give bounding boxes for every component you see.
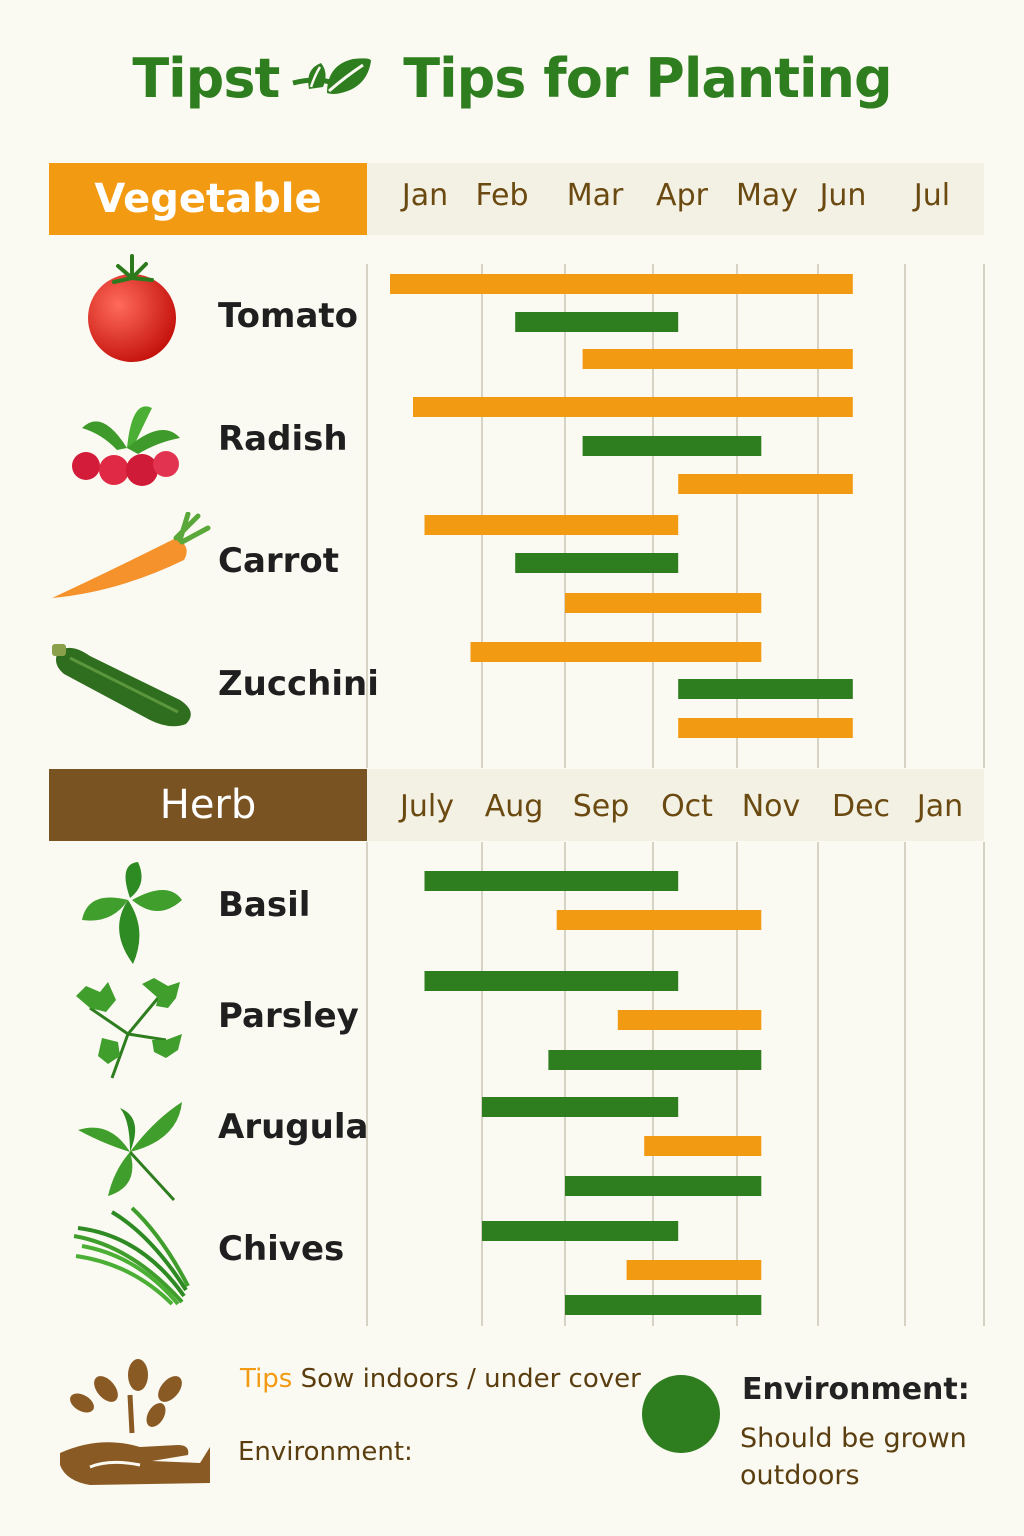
month-label: Jun <box>819 178 867 213</box>
carrot-icon <box>52 512 211 598</box>
month-label: Jan <box>401 178 449 213</box>
plant-label-parsley: Parsley <box>218 996 359 1036</box>
legend-outdoors-swatch <box>642 1375 720 1453</box>
leaf-icon <box>292 58 372 94</box>
plant-label-zucchini: Zucchini <box>218 664 379 704</box>
gantt-bar-zucchini-2 <box>678 679 853 699</box>
legend-tips-word: Tips <box>240 1364 293 1394</box>
gantt-bar-basil-1 <box>424 871 679 891</box>
gantt-bar-tomato-1 <box>390 274 853 294</box>
gantt-bar-tomato-2 <box>515 312 679 332</box>
gantt-bar-zucchini-1 <box>470 642 762 662</box>
month-label: Dec <box>831 789 891 824</box>
legend-indoors-label: Tips Sow indoors / under cover <box>240 1364 641 1394</box>
plant-label-basil: Basil <box>218 885 311 925</box>
chives-icon <box>73 1206 190 1306</box>
gantt-bar-zucchini-3 <box>678 718 853 738</box>
gantt-bar-radish-1 <box>413 397 853 417</box>
gantt-bar-chives-2 <box>626 1260 762 1280</box>
tomato-icon <box>88 254 176 362</box>
legend-environment-label: Environment: <box>238 1437 413 1467</box>
gantt-bar-tomato-3 <box>582 349 853 369</box>
month-label: Aug <box>484 789 544 824</box>
month-label: Jul <box>913 178 951 213</box>
vegetable-section-header: Vegetable <box>49 163 367 235</box>
title-prefix: Tipst <box>132 46 280 110</box>
radish-icon <box>72 406 180 486</box>
month-label: Oct <box>661 789 713 824</box>
parsley-icon <box>76 978 182 1079</box>
month-label: July <box>400 789 454 824</box>
herb-section-header: Herb <box>49 769 367 841</box>
gantt-bar-radish-2 <box>582 436 762 456</box>
month-label: Mar <box>566 178 624 213</box>
month-label: Sep <box>572 789 630 824</box>
title-main: Tips for Planting <box>403 46 892 110</box>
gantt-bar-chives-3 <box>565 1295 762 1315</box>
zucchini-icon <box>52 644 191 727</box>
gantt-bar-carrot-2 <box>515 553 679 573</box>
plant-label-radish: Radish <box>218 419 348 459</box>
plant-label-tomato: Tomato <box>218 296 359 336</box>
gantt-bar-arugula-3 <box>565 1176 762 1196</box>
gantt-bar-basil-2 <box>556 910 762 930</box>
legend-outdoors-description: Should be grown outdoors <box>740 1423 967 1491</box>
vegetable-month-header <box>367 163 984 235</box>
gantt-bar-chives-1 <box>482 1221 679 1241</box>
month-label: May <box>735 178 799 213</box>
hand-seedling-icon <box>60 1359 210 1485</box>
gantt-bar-parsley-3 <box>548 1050 762 1070</box>
month-label: Nov <box>741 789 801 824</box>
gantt-bar-arugula-2 <box>644 1136 762 1156</box>
plant-label-arugula: Arugula <box>218 1107 369 1147</box>
gantt-bar-arugula-1 <box>482 1097 679 1117</box>
basil-icon <box>82 862 182 964</box>
plant-label-chives: Chives <box>218 1229 345 1269</box>
month-label: Apr <box>656 178 708 213</box>
gantt-bar-carrot-3 <box>565 593 762 613</box>
gantt-bar-parsley-2 <box>617 1010 762 1030</box>
herb-month-header <box>367 769 984 841</box>
legend-tips-text: Sow indoors / under cover <box>292 1364 641 1394</box>
month-label: Feb <box>475 178 529 213</box>
month-label: Jan <box>916 789 964 824</box>
gantt-bar-parsley-1 <box>424 971 679 991</box>
page-title: Tipst Tips for Planting <box>0 38 1024 118</box>
gantt-bar-carrot-1 <box>424 515 679 535</box>
gantt-bar-radish-3 <box>678 474 853 494</box>
legend-environment-title: Environment: <box>742 1372 970 1407</box>
plant-label-carrot: Carrot <box>218 541 340 581</box>
arugula-icon <box>78 1102 182 1202</box>
